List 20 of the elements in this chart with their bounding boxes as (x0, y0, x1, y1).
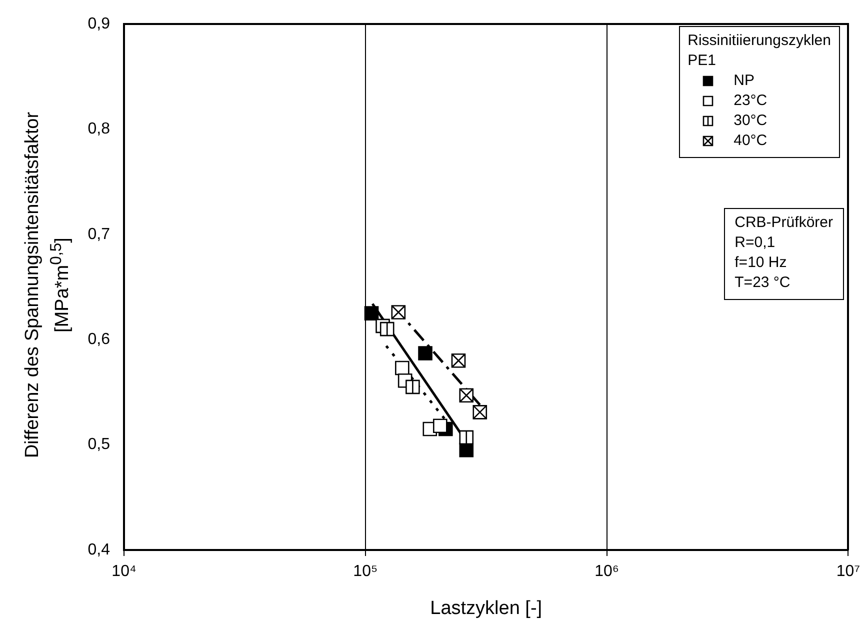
annotation: R=0,1 (734, 233, 776, 253)
x-tick-label: 10⁵ (353, 563, 378, 580)
legend-label: NP (734, 71, 754, 91)
legend-label: 23°C (734, 91, 768, 111)
annotation: T=23 °C (734, 273, 792, 293)
legend-label: 40°C (734, 131, 768, 151)
y-tick-label: 0,7 (88, 226, 110, 243)
y-tick-label: 0,9 (88, 15, 110, 32)
annotation: CRB-Prüfkörer (734, 213, 833, 233)
x-axis-title: Lastzyklen [-] (430, 598, 542, 619)
y-tick-label: 0,8 (88, 120, 110, 138)
legend-title: Rissinitiierungszyklen PE1 (688, 31, 831, 71)
y-tick-label: 0,6 (88, 331, 110, 348)
y-tick-label: 0,5 (88, 436, 110, 454)
x-tick-label: 10⁷ (836, 563, 860, 580)
y-tick-label: 0,4 (88, 541, 110, 558)
annotation: f=10 Hz (734, 253, 788, 273)
x-tick-label: 10⁶ (594, 563, 619, 580)
legend-label: 30°C (734, 111, 768, 131)
x-tick-label: 10⁴ (112, 563, 136, 580)
